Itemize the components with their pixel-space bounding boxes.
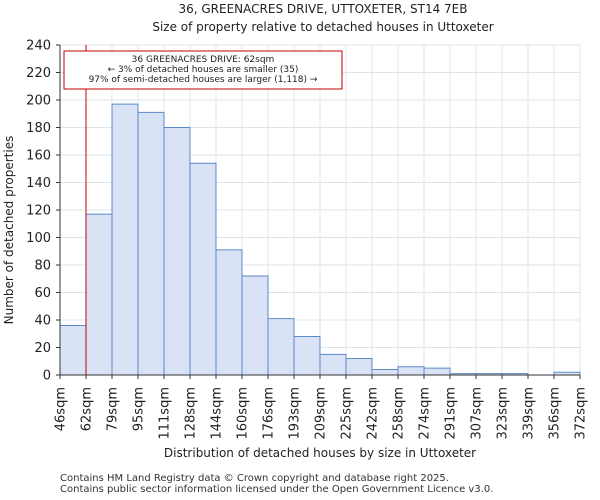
- x-tick-label: 209sqm: [314, 387, 329, 440]
- x-tick-label: 291sqm: [444, 387, 459, 440]
- footer-copyright: Contains HM Land Registry data © Crown c…: [60, 473, 449, 484]
- x-tick-label: 356sqm: [548, 387, 563, 440]
- bar: [397, 366, 425, 376]
- y-tick-label: 140: [26, 176, 51, 191]
- x-tick-label: 128sqm: [184, 387, 199, 440]
- footer-licence: Contains public sector information licen…: [60, 484, 494, 495]
- annotation-line-1: 36 GREENACRES DRIVE: 62sqm: [132, 55, 275, 65]
- x-tick-label: 225sqm: [340, 387, 355, 440]
- bar: [163, 127, 191, 376]
- y-tick-label: 220: [26, 66, 51, 81]
- x-tick-label: 339sqm: [522, 387, 537, 440]
- x-tick-label: 372sqm: [574, 387, 589, 440]
- x-tick-labels: 46sqm 62sqm 79sqm 95sqm 111sqm 128sqm 144sqm 16…: [54, 387, 589, 440]
- x-tick-label: 323sqm: [496, 387, 511, 440]
- bar: [371, 369, 399, 376]
- annotation-line-2: ← 3% of detached houses are smaller (35): [108, 65, 299, 75]
- bar: [111, 103, 139, 376]
- y-tick-label: 180: [26, 121, 51, 136]
- y-tick-labels: 0 20 40 60 80 100 120 140 160 180 200 220 240: [26, 39, 51, 384]
- x-tick-label: 144sqm: [210, 387, 225, 440]
- annotation-line-3: 97% of semi-detached houses are larger (…: [89, 75, 318, 85]
- x-tick-label: 111sqm: [158, 387, 173, 440]
- bar: [293, 336, 321, 376]
- x-tick-label: 258sqm: [392, 387, 407, 440]
- y-tick-label: 100: [26, 231, 51, 246]
- y-tick-label: 160: [26, 149, 51, 164]
- chart-subtitle: Size of property relative to detached ho…: [152, 20, 493, 34]
- bar: [423, 367, 451, 376]
- y-tick-label: 240: [26, 39, 51, 54]
- y-tick-label: 40: [34, 314, 51, 329]
- x-tick-label: 62sqm: [80, 387, 95, 431]
- y-tick-label: 0: [43, 369, 51, 384]
- y-axis-label: Number of detached properties: [2, 136, 16, 325]
- bar: [267, 318, 295, 376]
- x-tick-label: 160sqm: [236, 387, 251, 440]
- bars: [59, 103, 581, 376]
- x-tick-label: 307sqm: [470, 387, 485, 440]
- x-tick-label: 176sqm: [262, 387, 277, 440]
- x-tick-label: 46sqm: [54, 387, 69, 431]
- bar: [189, 162, 217, 376]
- bar: [319, 353, 347, 376]
- bar: [85, 213, 113, 376]
- chart-title: 36, GREENACRES DRIVE, UTTOXETER, ST14 7E…: [178, 2, 467, 16]
- x-tick-label: 95sqm: [132, 387, 147, 431]
- bar: [59, 325, 87, 376]
- y-tick-label: 80: [34, 259, 51, 274]
- x-tick-label: 242sqm: [366, 387, 381, 440]
- y-tick-label: 20: [34, 341, 51, 356]
- x-tick-label: 193sqm: [288, 387, 303, 440]
- x-axis-label: Distribution of detached houses by size …: [164, 446, 476, 460]
- y-tick-label: 200: [26, 94, 51, 109]
- y-tick-label: 120: [26, 204, 51, 219]
- bar: [241, 275, 269, 376]
- x-tick-label: 79sqm: [106, 387, 121, 431]
- x-tick-label: 274sqm: [418, 387, 433, 440]
- bar: [345, 358, 373, 376]
- annotation-box: 36 GREENACRES DRIVE: 62sqm ← 3% of detac…: [63, 50, 343, 90]
- bar: [215, 249, 243, 376]
- axes: [56, 44, 581, 379]
- bar: [137, 111, 165, 376]
- y-tick-label: 60: [34, 286, 51, 301]
